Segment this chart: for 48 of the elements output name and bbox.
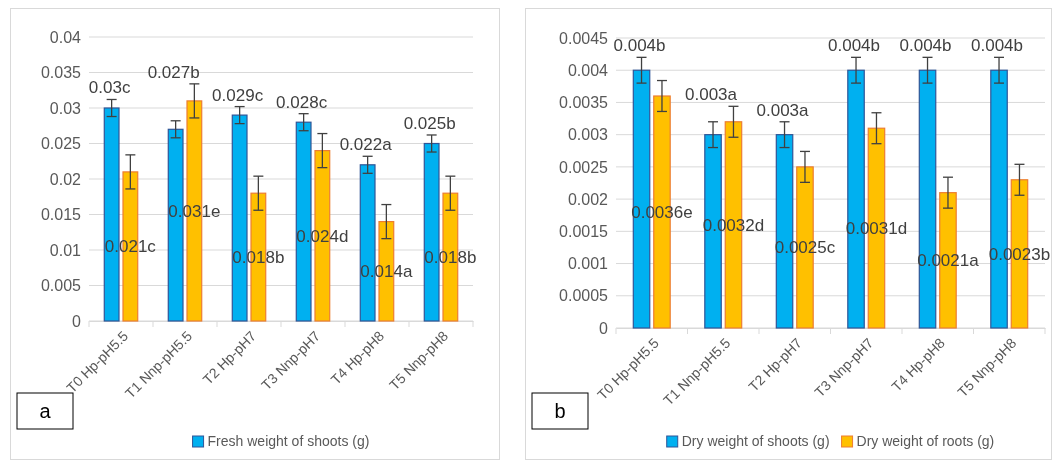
data-label: 0.031e <box>168 201 221 221</box>
data-label: 0.0021a <box>917 251 980 271</box>
data-label: 0.0025c <box>774 238 836 258</box>
data-label: 0.028c <box>276 92 328 112</box>
data-label: 0.03c <box>88 78 131 98</box>
y-tick-label: 0 <box>599 319 609 337</box>
y-tick-label: 0.004 <box>567 61 609 79</box>
y-tick-label: 0.015 <box>40 206 82 224</box>
data-label: 0.0032d <box>702 215 765 235</box>
y-tick-label: 0.005 <box>40 277 82 295</box>
y-tick-label: 0.0045 <box>559 29 609 47</box>
data-label: 0.0036e <box>631 203 693 222</box>
data-label: 0.003a <box>756 100 810 120</box>
data-label: 0.025b <box>403 113 456 133</box>
data-label: 0.024d <box>296 226 349 246</box>
data-label: 0.014a <box>360 262 413 282</box>
data-label: 0.004b <box>971 36 1024 56</box>
y-tick-label: 0.025 <box>40 135 82 153</box>
data-label: 0.027b <box>147 62 200 82</box>
y-tick-label: 0.01 <box>49 241 82 259</box>
y-tick-label: 0.002 <box>567 190 609 208</box>
y-tick-label: 0.02 <box>49 170 82 188</box>
y-tick-label: 0.03 <box>49 99 82 117</box>
data-label: 0.004b <box>828 36 881 56</box>
y-tick-label: 0.035 <box>40 64 82 82</box>
y-tick-label: 0.001 <box>567 255 609 273</box>
data-label: 0.022a <box>339 135 393 155</box>
y-tick-label: 0.0035 <box>559 94 609 112</box>
data-label: 0.0031d <box>845 219 908 239</box>
panel-label-box: b <box>531 392 589 430</box>
data-label: 0.0023b <box>988 244 1051 264</box>
legend-label: Dry weight of roots (g) <box>856 433 995 449</box>
data-label: 0.018b <box>424 248 477 268</box>
y-tick-label: 0.0005 <box>559 287 609 305</box>
y-tick-label: 0.04 <box>49 28 82 46</box>
y-tick-label: 0.0025 <box>559 158 609 176</box>
panel-label-box: a <box>16 392 74 430</box>
data-label: 0.018b <box>232 248 285 268</box>
y-tick-label: 0.003 <box>567 126 609 144</box>
legend-label: Dry weight of shoots (g) <box>681 433 830 449</box>
legend-label: Fresh weight of shoots (g) <box>207 433 370 449</box>
data-label: 0.021c <box>104 237 157 257</box>
data-label: 0.029c <box>212 85 264 105</box>
data-label: 0.004b <box>899 36 952 56</box>
y-tick-label: 0.0015 <box>559 222 609 240</box>
data-label: 0.004b <box>613 36 666 56</box>
data-label: 0.003a <box>685 85 738 105</box>
y-tick-label: 0 <box>72 312 82 330</box>
